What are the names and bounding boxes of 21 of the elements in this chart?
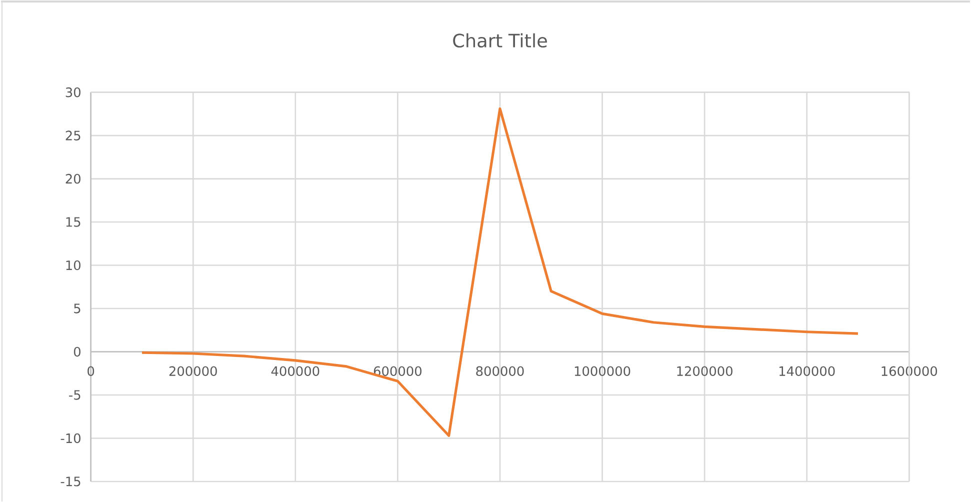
chart-title: Chart Title (453, 33, 547, 48)
x-tick-label: 1400000 (779, 366, 835, 376)
y-tick-label: 15 (66, 217, 80, 227)
y-tick-label: 5 (74, 304, 80, 314)
x-tick-label: 1600000 (882, 366, 938, 376)
x-tick-label: 400000 (271, 366, 320, 376)
y-tick-label: 10 (66, 260, 80, 270)
x-tick-label: 1200000 (677, 366, 732, 376)
y-tick-label: -10 (60, 433, 80, 444)
x-tick-label: 1000000 (574, 366, 630, 376)
y-tick-label: 25 (66, 130, 80, 140)
y-tick-label: 30 (66, 87, 80, 98)
y-tick-label: 0 (74, 346, 80, 357)
y-tick-label: -5 (69, 390, 80, 400)
x-tick-label: 200000 (169, 366, 217, 376)
y-tick-label: -15 (60, 476, 80, 486)
x-tick-label: 600000 (374, 366, 422, 376)
line-series (140, 107, 860, 437)
y-tick-label: 20 (66, 174, 80, 184)
x-tick-label: 0 (88, 366, 94, 376)
x-tick-label: 800000 (476, 366, 524, 376)
